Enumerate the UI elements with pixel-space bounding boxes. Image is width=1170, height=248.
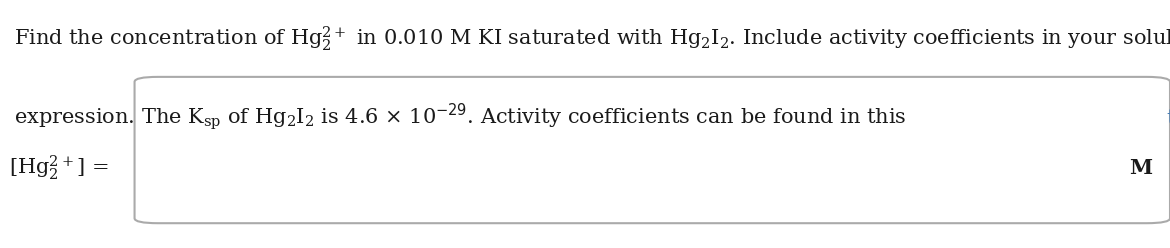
Text: M: M	[1129, 157, 1152, 178]
Text: expression. The $\mathregular{K_{sp}}$ of $\mathregular{Hg_2I_2}$ is 4.6 × 10$^{: expression. The $\mathregular{K_{sp}}$ o…	[14, 101, 908, 133]
FancyBboxPatch shape	[135, 77, 1170, 223]
Text: $\mathregular{[Hg_2^{2+}]}$ =: $\mathregular{[Hg_2^{2+}]}$ =	[9, 153, 109, 182]
Text: table of activity coefficients.: table of activity coefficients.	[1166, 109, 1170, 128]
Text: Find the concentration of $\mathregular{Hg_2^{2+}}$ in 0.010 M KI saturated with: Find the concentration of $\mathregular{…	[14, 24, 1170, 53]
